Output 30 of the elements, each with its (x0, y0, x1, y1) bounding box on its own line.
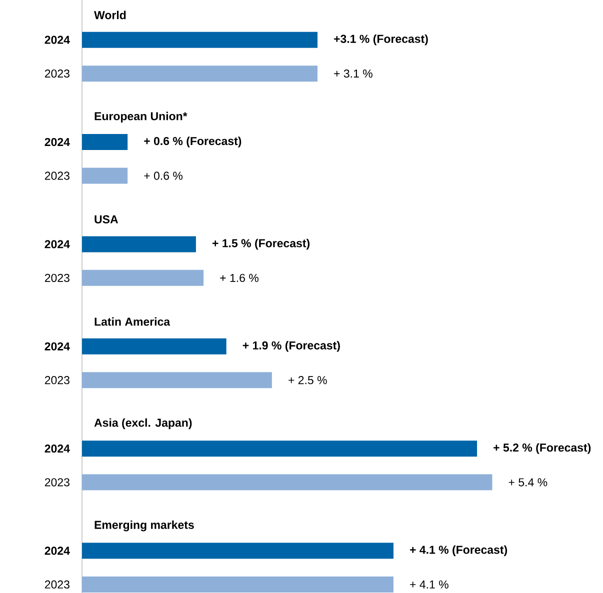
text: 2024 (44, 444, 70, 453)
data-label: + 0.6 % (Forecast) (144, 136, 242, 148)
text: 2024 (44, 240, 70, 248)
data-label: + 3.1 % (334, 69, 372, 78)
y-tick-label: World (94, 10, 126, 20)
y-tick-label: Emerging markets (94, 520, 194, 532)
data-label: + 1.6 % (220, 274, 258, 282)
y-tick-label: Asia (excl. Japan) (94, 418, 192, 430)
data-label: + 1.9 % (Forecast) (242, 341, 340, 352)
y-tick-label: Latin America (94, 317, 170, 326)
text: 2023 (44, 580, 70, 589)
data-label: + 2.5 % (288, 376, 327, 384)
text: 2023 (44, 376, 70, 384)
data-label: + 5.4 % (508, 478, 548, 486)
y-tick-label: European Union* (94, 112, 188, 123)
series-label: 2023 (44, 69, 70, 78)
series-label: 2024 (44, 36, 70, 44)
data-label: + 4.1 % (410, 580, 448, 588)
data-label: +3.1 % (Forecast) (334, 34, 428, 46)
text: 2023 (44, 478, 70, 486)
text: 2024 (44, 546, 70, 555)
data-label: + 5.2 % (Forecast) (494, 443, 591, 454)
data-label: + 4.1 % (Forecast) (410, 545, 508, 556)
text: 2023 (44, 172, 70, 180)
data-label: + 1.5 % (Forecast) (212, 238, 310, 250)
text: 2024 (44, 342, 70, 350)
y-tick-label: USA (94, 215, 118, 224)
text: 2024 (44, 138, 70, 146)
data-label: + 0.6 % (144, 172, 183, 180)
text: 2023 (44, 274, 70, 282)
